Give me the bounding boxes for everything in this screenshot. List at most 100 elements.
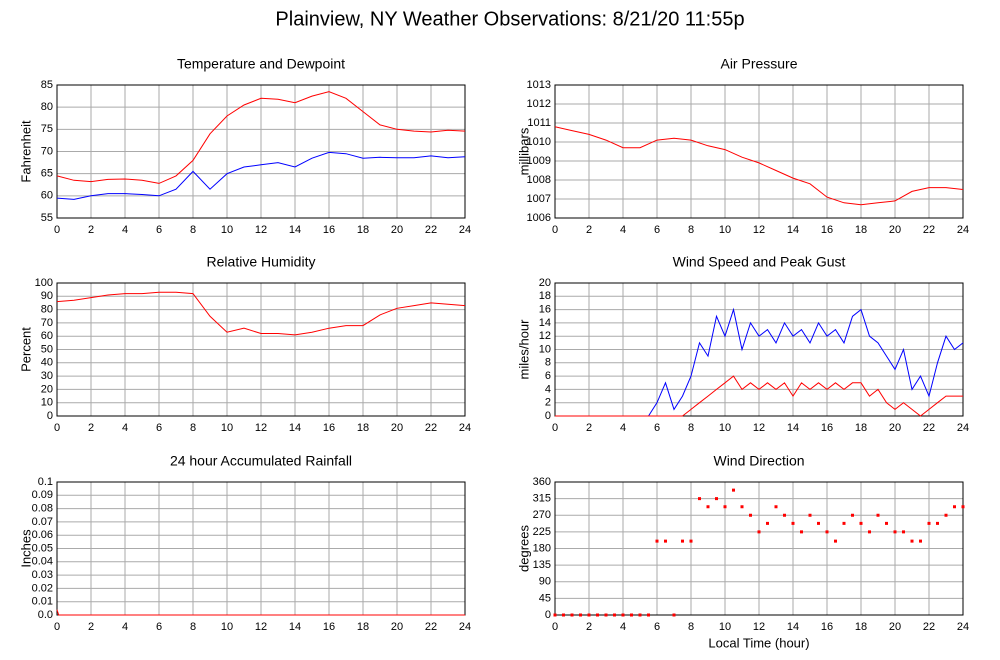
x-tick-label: 0 <box>54 621 60 633</box>
y-tick-label: 100 <box>35 277 53 289</box>
x-tick-label: 12 <box>255 621 267 633</box>
data-point <box>553 613 557 617</box>
y-tick-label: 0.08 <box>32 503 53 515</box>
y-axis-label: Fahrenheit <box>18 120 33 183</box>
chart-title: Wind Speed and Peak Gust <box>673 254 846 270</box>
x-tick-label: 6 <box>654 224 660 236</box>
data-point <box>596 613 599 617</box>
y-tick-label: 135 <box>533 559 551 571</box>
y-tick-label: 10 <box>41 397 53 409</box>
x-tick-label: 14 <box>787 224 799 236</box>
y-axis-label: miles/hour <box>516 319 531 380</box>
x-tick-label: 0 <box>552 422 558 434</box>
x-tick-label: 18 <box>357 621 369 633</box>
x-tick-label: 20 <box>391 422 403 434</box>
y-tick-label: 60 <box>41 190 53 202</box>
y-axis-label: Inches <box>18 529 33 568</box>
x-tick-label: 4 <box>122 224 128 236</box>
y-tick-label: 90 <box>539 576 551 588</box>
x-tick-label: 4 <box>122 621 128 633</box>
y-tick-label: 0.0 <box>38 609 53 621</box>
x-tick-label: 8 <box>688 621 694 633</box>
chart-title: Air Pressure <box>720 56 797 72</box>
x-tick-label: 20 <box>889 621 901 633</box>
y-tick-label: 0 <box>545 410 551 422</box>
data-point <box>740 505 744 509</box>
y-tick-label: 1013 <box>527 79 551 91</box>
y-tick-label: 1007 <box>527 193 551 205</box>
y-tick-label: 4 <box>545 383 551 395</box>
data-line <box>555 375 963 417</box>
data-point <box>655 539 659 543</box>
data-point <box>698 497 701 501</box>
data-point <box>647 613 650 617</box>
data-point <box>732 488 735 492</box>
chart-title: Temperature and Dewpoint <box>177 56 345 72</box>
y-tick-label: 0.06 <box>32 529 53 541</box>
y-tick-label: 80 <box>41 101 53 113</box>
x-tick-label: 0 <box>552 224 558 236</box>
y-tick-label: 50 <box>41 343 53 355</box>
y-tick-label: 1012 <box>527 98 551 110</box>
data-point <box>587 613 591 617</box>
x-tick-label: 16 <box>821 422 833 434</box>
x-tick-label: 14 <box>787 621 799 633</box>
y-tick-label: 2 <box>545 397 551 409</box>
data-point <box>944 513 948 517</box>
x-tick-label: 4 <box>620 621 626 633</box>
x-tick-label: 12 <box>753 621 765 633</box>
y-axis-label: degrees <box>516 525 531 572</box>
data-point <box>689 539 693 543</box>
x-tick-label: 4 <box>122 422 128 434</box>
x-tick-label: 18 <box>357 422 369 434</box>
x-tick-label: 6 <box>156 422 162 434</box>
data-point <box>766 521 769 525</box>
y-tick-label: 12 <box>539 330 551 342</box>
x-tick-label: 20 <box>391 621 403 633</box>
y-tick-label: 65 <box>41 168 53 180</box>
data-point <box>613 613 616 617</box>
plot-frame <box>554 481 964 616</box>
y-tick-label: 10 <box>539 343 551 355</box>
data-line <box>554 126 964 206</box>
data-point <box>876 513 880 517</box>
x-tick-label: 10 <box>221 224 233 236</box>
x-tick-label: 6 <box>654 621 660 633</box>
x-tick-label: 2 <box>586 422 592 434</box>
y-tick-label: 20 <box>539 277 551 289</box>
data-point <box>630 613 633 617</box>
y-tick-label: 180 <box>533 542 551 554</box>
y-tick-label: 70 <box>41 145 53 157</box>
data-point <box>800 530 803 534</box>
y-tick-label: 70 <box>41 317 53 329</box>
x-tick-label: 8 <box>688 224 694 236</box>
x-tick-label: 22 <box>425 621 437 633</box>
y-tick-label: 1006 <box>527 212 551 224</box>
x-tick-label: 14 <box>289 224 301 236</box>
data-point <box>723 505 727 509</box>
y-tick-label: 0.07 <box>32 516 53 528</box>
x-tick-label: 6 <box>156 621 162 633</box>
x-tick-label: 24 <box>957 422 969 434</box>
y-tick-label: 0 <box>545 609 551 621</box>
x-axis-label: Local Time (hour) <box>708 635 809 650</box>
y-tick-label: 0.01 <box>32 596 53 608</box>
plot-frame <box>56 282 466 417</box>
data-point <box>562 613 565 617</box>
x-tick-label: 2 <box>88 621 94 633</box>
chart-title: Relative Humidity <box>207 254 316 270</box>
x-tick-label: 2 <box>88 224 94 236</box>
y-axis-label: Percent <box>18 327 33 372</box>
x-tick-label: 16 <box>821 224 833 236</box>
data-point <box>715 497 718 501</box>
x-tick-label: 16 <box>323 621 335 633</box>
data-point <box>706 505 710 509</box>
y-tick-label: 0.09 <box>32 489 53 501</box>
data-point <box>604 613 608 617</box>
x-tick-label: 22 <box>923 422 935 434</box>
data-point <box>936 521 939 525</box>
x-tick-label: 24 <box>957 224 969 236</box>
y-tick-label: 270 <box>533 509 551 521</box>
